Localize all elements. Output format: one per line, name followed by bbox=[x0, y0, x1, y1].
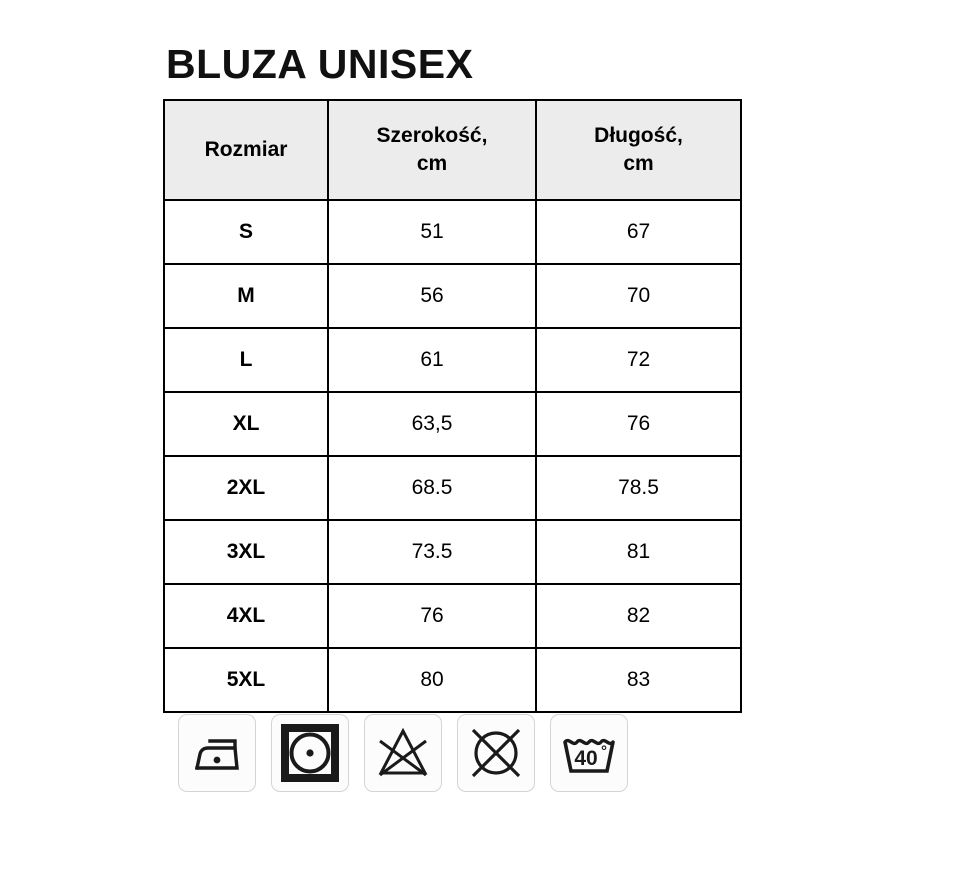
column-header-width: Szerokość, cm bbox=[327, 99, 537, 201]
cell-width: 73.5 bbox=[327, 519, 537, 585]
column-header-length-line1: Długość, bbox=[594, 124, 683, 147]
table-header-row: Rozmiar Szerokość, cm Długość, cm bbox=[163, 99, 742, 201]
cell-width: 80 bbox=[327, 647, 537, 713]
cell-size: XL bbox=[163, 391, 329, 457]
cell-length: 72 bbox=[535, 327, 742, 393]
column-header-length: Długość, cm bbox=[535, 99, 742, 201]
column-header-width-line2: cm bbox=[416, 152, 448, 175]
cell-size: L bbox=[163, 327, 329, 393]
do-not-dry-clean-icon bbox=[457, 714, 535, 792]
cell-width: 51 bbox=[327, 199, 537, 265]
wash-40-degrees-icon: 40 ° bbox=[550, 714, 628, 792]
table-row: XL 63,5 76 bbox=[163, 391, 742, 457]
size-chart-table: Rozmiar Szerokość, cm Długość, cm S 51 6… bbox=[163, 99, 742, 713]
tumble-dry-icon bbox=[271, 714, 349, 792]
column-header-width-line1: Szerokość, bbox=[376, 124, 488, 147]
cell-width: 76 bbox=[327, 583, 537, 649]
cell-width: 68.5 bbox=[327, 455, 537, 521]
cell-length: 81 bbox=[535, 519, 742, 585]
table-row: L 61 72 bbox=[163, 327, 742, 393]
table-header: Rozmiar Szerokość, cm Długość, cm bbox=[163, 99, 742, 201]
cell-size: 4XL bbox=[163, 583, 329, 649]
table-row: 3XL 73.5 81 bbox=[163, 519, 742, 585]
cell-size: M bbox=[163, 263, 329, 329]
column-header-length-line2: cm bbox=[623, 152, 654, 175]
column-header-size-label: Rozmiar bbox=[204, 138, 288, 161]
cell-width: 61 bbox=[327, 327, 537, 393]
cell-size: 2XL bbox=[163, 455, 329, 521]
cell-width: 63,5 bbox=[327, 391, 537, 457]
table-body: S 51 67 M 56 70 L 61 72 XL 63,5 76 2XL 6 bbox=[163, 199, 742, 713]
cell-length: 76 bbox=[535, 391, 742, 457]
cell-width: 56 bbox=[327, 263, 537, 329]
table-row: 2XL 68.5 78.5 bbox=[163, 455, 742, 521]
cell-size: S bbox=[163, 199, 329, 265]
cell-length: 82 bbox=[535, 583, 742, 649]
page-title: BLUZA UNISEX bbox=[166, 41, 474, 87]
cell-length: 78.5 bbox=[535, 455, 742, 521]
iron-low-heat-icon bbox=[178, 714, 256, 792]
care-symbols-row: 40 ° bbox=[178, 714, 628, 792]
wash-degree-symbol: ° bbox=[601, 743, 607, 760]
wash-temperature-label: 40 bbox=[574, 747, 597, 770]
do-not-bleach-icon bbox=[364, 714, 442, 792]
table-row: 5XL 80 83 bbox=[163, 647, 742, 713]
cell-size: 3XL bbox=[163, 519, 329, 585]
cell-length: 83 bbox=[535, 647, 742, 713]
cell-length: 67 bbox=[535, 199, 742, 265]
cell-length: 70 bbox=[535, 263, 742, 329]
cell-size: 5XL bbox=[163, 647, 329, 713]
table-row: M 56 70 bbox=[163, 263, 742, 329]
column-header-size: Rozmiar bbox=[163, 99, 329, 201]
table-row: 4XL 76 82 bbox=[163, 583, 742, 649]
table-row: S 51 67 bbox=[163, 199, 742, 265]
